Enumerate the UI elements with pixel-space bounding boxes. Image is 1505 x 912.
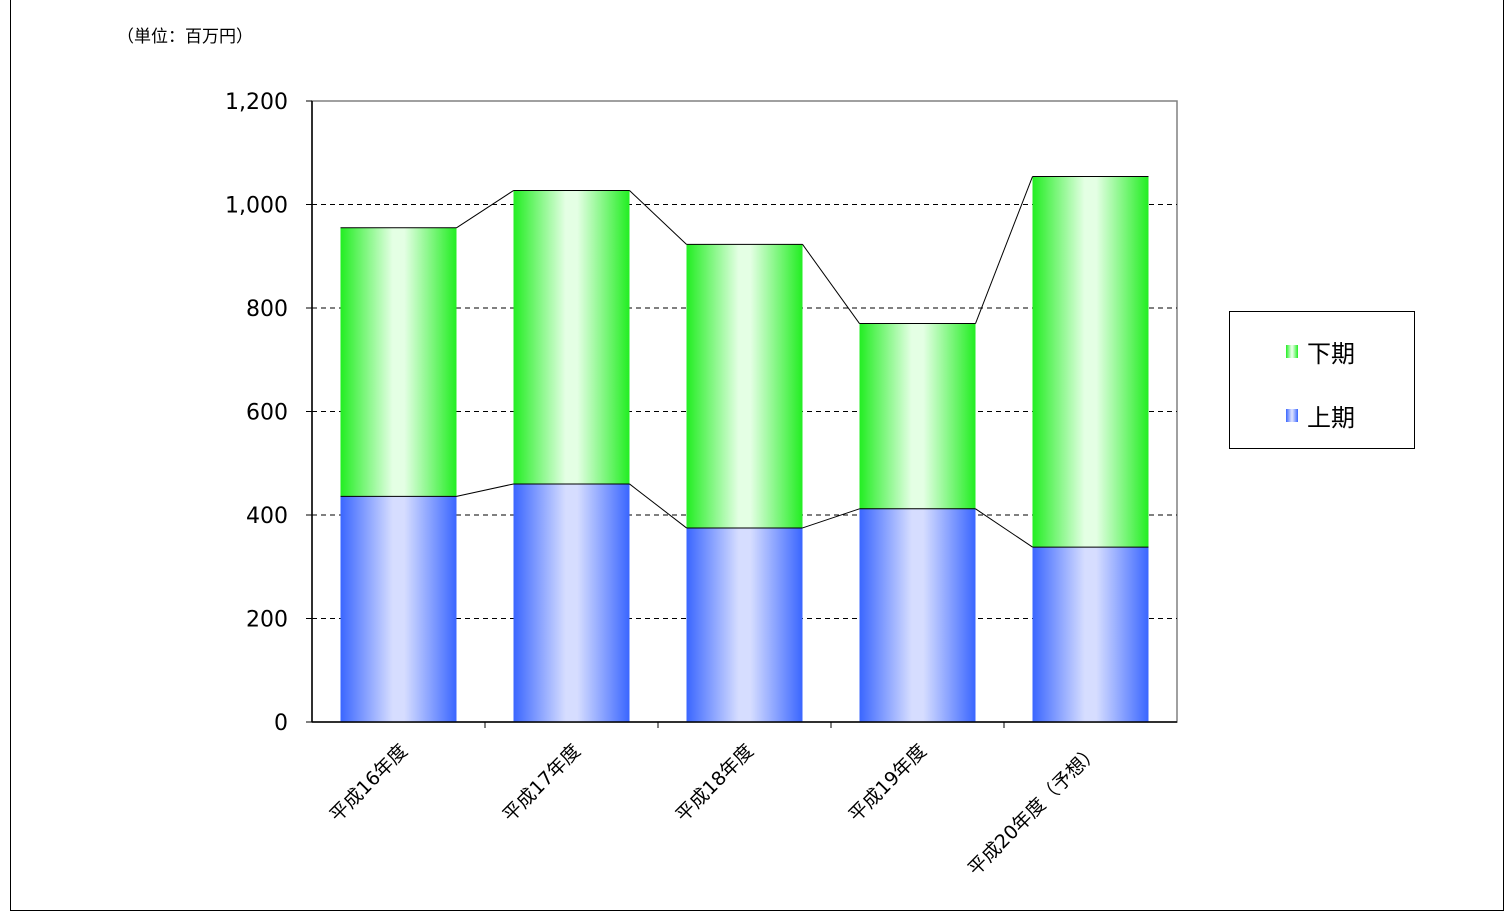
legend-label-upper-half: 下期: [1307, 339, 1355, 368]
series-line-total: [629, 190, 687, 245]
bar-upper-half: [513, 190, 630, 484]
y-tick-label: 800: [246, 297, 288, 322]
x-tick-label: 平成16年度: [326, 740, 412, 826]
series-line-total: [456, 190, 514, 229]
series-line-total: [975, 176, 1033, 324]
legend-item-upper-half: 下期: [1286, 336, 1355, 368]
bar-upper-half: [686, 244, 803, 528]
series-line-lower: [975, 508, 1033, 548]
bar-lower-half: [859, 508, 976, 722]
y-tick-label: 1,200: [225, 90, 288, 115]
legend-swatch-lower-half: [1286, 408, 1298, 422]
y-tick-label: 1,000: [225, 194, 288, 219]
x-tick-label: 平成20年度（予想）: [964, 740, 1104, 880]
bar-upper-half: [859, 323, 976, 509]
y-tick-label: 400: [246, 504, 288, 529]
series-line-lower: [456, 483, 514, 497]
series-line-total: [802, 244, 860, 324]
x-tick-label: 平成18年度: [672, 740, 758, 826]
series-line-lower: [802, 508, 860, 529]
bar-lower-half: [340, 496, 457, 722]
legend-label-lower-half: 上期: [1307, 403, 1355, 432]
bar-lower-half: [686, 527, 803, 722]
series-line-lower: [629, 483, 687, 529]
bar-upper-half: [340, 227, 457, 497]
bar-upper-half: [1032, 176, 1149, 548]
bar-lower-half: [1032, 547, 1149, 722]
unit-label: （単位：百万円）: [117, 27, 253, 47]
x-tick-label: 平成17年度: [499, 740, 585, 826]
y-tick-label: 0: [274, 711, 288, 736]
legend-item-lower-half: 上期: [1286, 400, 1355, 432]
legend-swatch-upper-half: [1286, 344, 1298, 358]
legend: 下期 上期: [1229, 311, 1415, 449]
y-tick-label: 200: [246, 608, 288, 633]
bar-lower-half: [513, 483, 630, 722]
y-tick-label: 600: [246, 401, 288, 426]
x-tick-label: 平成19年度: [845, 740, 931, 826]
